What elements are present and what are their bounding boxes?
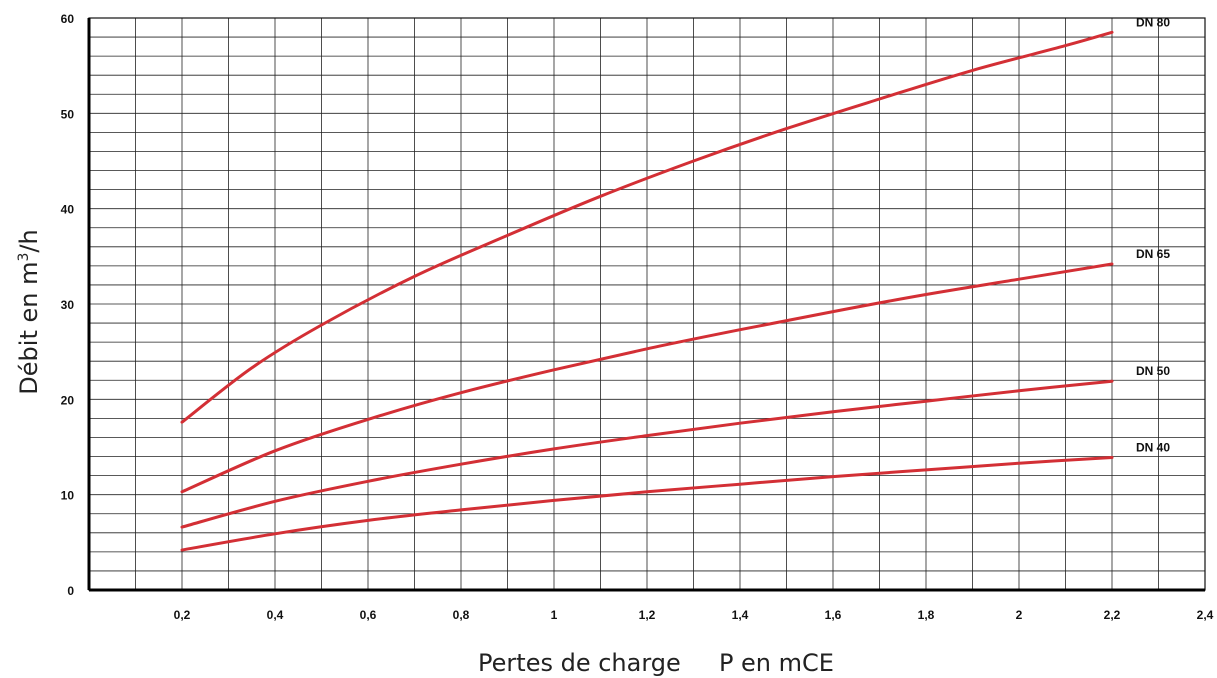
x-tick-label: 0,6 (360, 608, 377, 622)
x-tick-label: 2,2 (1104, 608, 1121, 622)
x-tick-label: 1,2 (639, 608, 656, 622)
series-labels: DN 80 DN 65 DN 50 DN 40 (1136, 15, 1170, 454)
series-label-dn40: DN 40 (1136, 440, 1170, 454)
plot-frame (87, 17, 1206, 592)
x-tick-label: 2,4 (1197, 608, 1214, 622)
series-line-dn80 (180, 30, 1114, 424)
y-tick-label: 20 (61, 393, 75, 407)
x-axis-title: Pertes de charge P en mCE (478, 649, 834, 677)
y-axis-title-prefix: Débit en m (15, 262, 43, 395)
y-tick-label: 40 (61, 203, 75, 217)
y-axis-title-superscript: 3 (16, 253, 32, 262)
series-line-dn40 (180, 456, 1114, 552)
x-tick-labels: 0,2 0,4 0,6 0,8 1 1,2 1,4 1,6 1,8 2 2,2 2,4 (174, 608, 1214, 622)
y-tick-label: 30 (61, 298, 75, 312)
y-axis-title-suffix: /h (15, 229, 43, 252)
x-tick-label: 0,8 (453, 608, 470, 622)
x-tick-label: 1,6 (825, 608, 842, 622)
x-tick-label: 0,2 (174, 608, 191, 622)
y-axis-title: Débit en m3/h (15, 229, 43, 394)
y-tick-label: 60 (61, 12, 75, 26)
x-tick-label: 1,8 (918, 608, 935, 622)
y-tick-label: 50 (61, 107, 75, 121)
series-label-dn50: DN 50 (1136, 364, 1170, 378)
y-tick-label: 10 (61, 489, 75, 503)
x-tick-label: 2 (1016, 608, 1023, 622)
series-line-dn50 (180, 379, 1114, 529)
y-tick-label: 0 (67, 584, 74, 598)
x-tick-label: 1 (551, 608, 558, 622)
series-label-dn80: DN 80 (1136, 15, 1170, 29)
grid (89, 18, 1205, 590)
series-lines (180, 30, 1114, 552)
series-label-dn65: DN 65 (1136, 247, 1170, 261)
y-tick-labels: 0 10 20 30 40 50 60 (61, 12, 75, 598)
x-tick-label: 1,4 (732, 608, 749, 622)
series-line-dn65 (180, 262, 1114, 494)
x-tick-label: 0,4 (267, 608, 284, 622)
